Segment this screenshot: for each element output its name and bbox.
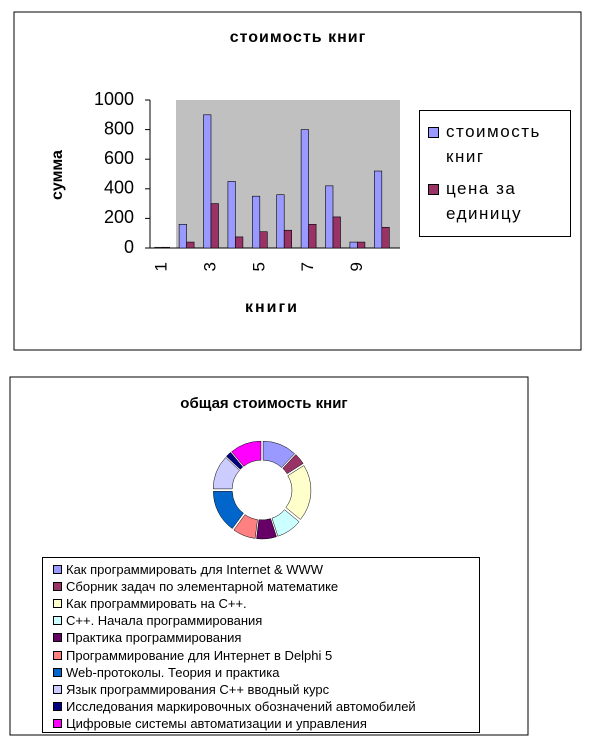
legend-label: цена за единицу <box>446 179 523 223</box>
legend-swatch <box>53 701 62 711</box>
x-axis-label: книги <box>245 299 299 316</box>
legend-swatch <box>53 650 62 660</box>
legend-label: Web-протоколы. Теория и практика <box>66 664 280 680</box>
x-tick-label: 1 <box>152 262 171 271</box>
donut-slice <box>256 518 277 540</box>
donut-slice <box>226 452 244 470</box>
y-tick-label: 600 <box>104 148 134 168</box>
bar <box>325 185 334 249</box>
bar <box>357 241 366 249</box>
bar <box>332 216 341 249</box>
chart-frame <box>9 376 529 736</box>
legend-swatch <box>53 667 62 677</box>
y-tick-label: 0 <box>124 237 134 257</box>
bar <box>373 170 383 249</box>
bar <box>276 194 285 249</box>
x-tick-label: 9 <box>347 262 366 271</box>
chart-title: общая стоимость книг <box>180 395 347 412</box>
bar <box>349 241 358 249</box>
bar <box>186 241 195 249</box>
bar <box>308 224 317 249</box>
legend-item: цена за единицу <box>428 176 568 226</box>
bar <box>178 224 187 249</box>
legend-swatch <box>428 127 439 138</box>
legend-label: Сборник задач по элементарной математике <box>66 579 339 595</box>
legend-label: С++. Начала программирования <box>66 613 263 629</box>
legend-swatch <box>53 633 62 643</box>
legend-item: Как программировать для Internet & WWW <box>53 561 323 578</box>
x-tick-label: 3 <box>200 262 219 271</box>
donut-slice <box>271 509 300 537</box>
legend-label: стоимость книг <box>446 122 541 166</box>
legend-item: Сборник задач по элементарной математике <box>53 578 338 595</box>
legend-label: Практика программирования <box>66 630 242 646</box>
bar <box>154 246 163 249</box>
donut-slice <box>233 514 258 539</box>
legend-swatch <box>53 565 62 574</box>
legend-item: Как программировать на С++. <box>53 595 247 612</box>
legend-item: Программирование для Интернет в Delphi 5 <box>53 647 332 664</box>
legend: Как программировать для Internet & WWW Сб… <box>42 557 480 733</box>
legend-label: Исследования маркировочных обозначений а… <box>66 698 416 714</box>
x-tick-label: 5 <box>249 262 268 271</box>
donut-slice <box>282 454 304 474</box>
x-tick-label: 7 <box>298 262 317 271</box>
bar <box>252 195 261 249</box>
chart-title: стоимость книг <box>230 29 367 46</box>
bar <box>235 236 244 249</box>
bar <box>161 246 170 249</box>
bar <box>210 203 219 249</box>
legend-item: стоимость книг <box>428 119 568 169</box>
legend-item: Исследования маркировочных обозначений а… <box>53 698 416 715</box>
y-tick-label: 400 <box>104 178 134 198</box>
legend-item: Язык программирования С++ вводный курс <box>53 681 329 698</box>
legend-label: Язык программирования С++ вводный курс <box>66 681 330 697</box>
legend-label: Цифровые системы автоматизации и управле… <box>66 715 367 731</box>
y-axis-label: сумма <box>49 150 66 200</box>
donut-slice <box>262 440 295 468</box>
bar <box>259 231 268 249</box>
donut-slice <box>212 457 240 490</box>
legend-label: Как программировать для Internet & WWW <box>66 562 324 577</box>
legend-label: Как программировать на С++. <box>66 596 247 612</box>
y-tick-label: 200 <box>104 207 134 227</box>
donut-slice <box>285 465 312 520</box>
legend-item: С++. Начала программирования <box>53 612 262 629</box>
legend-item: Web-протоколы. Теория и практика <box>53 664 279 681</box>
y-tick-label: 800 <box>104 118 134 138</box>
y-tick-label: 1000 <box>94 89 134 109</box>
legend-swatch <box>53 684 62 694</box>
bar <box>300 129 309 249</box>
legend-swatch <box>53 599 62 609</box>
legend-swatch <box>53 582 62 592</box>
legend-swatch <box>428 184 439 195</box>
donut-slice <box>213 491 244 529</box>
donut-slice <box>231 440 262 467</box>
legend-item: Практика программирования <box>53 629 241 646</box>
legend: стоимость книг цена за единицу <box>419 110 571 237</box>
bar <box>227 181 236 249</box>
legend-label: Программирование для Интернет в Delphi 5 <box>66 647 333 663</box>
bar <box>203 114 212 249</box>
bar <box>381 226 390 249</box>
legend-item: Цифровые системы автоматизации и управле… <box>53 715 367 732</box>
bar <box>283 229 293 249</box>
legend-swatch <box>53 718 62 728</box>
legend-swatch <box>53 616 62 626</box>
